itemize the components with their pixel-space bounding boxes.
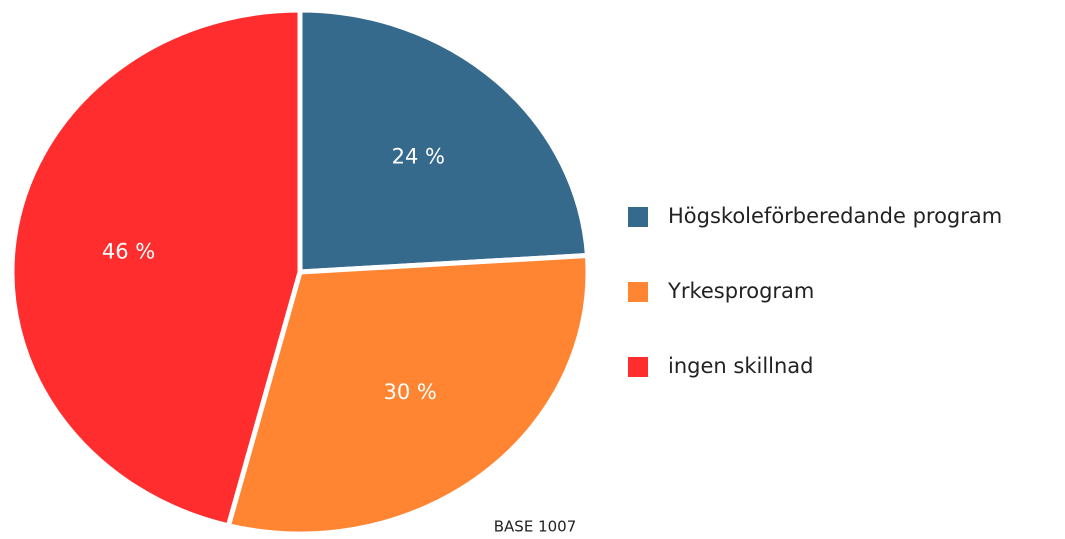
legend-label: Yrkesprogram <box>667 279 814 303</box>
pie-slice <box>9 7 303 529</box>
pie-slice <box>297 7 590 275</box>
legend-swatch <box>628 282 648 302</box>
data-label: 30 % <box>383 380 436 404</box>
legend-label: Högskoleförberedande program <box>668 204 1002 228</box>
data-label: 24 % <box>392 144 445 168</box>
legend-swatch <box>628 357 648 377</box>
legend-swatch <box>628 207 648 227</box>
annotation: BASE 1007 <box>494 518 577 536</box>
legend-label: ingen skillnad <box>668 354 814 378</box>
data-label: 46 % <box>102 239 155 263</box>
pie-slice <box>225 253 591 537</box>
